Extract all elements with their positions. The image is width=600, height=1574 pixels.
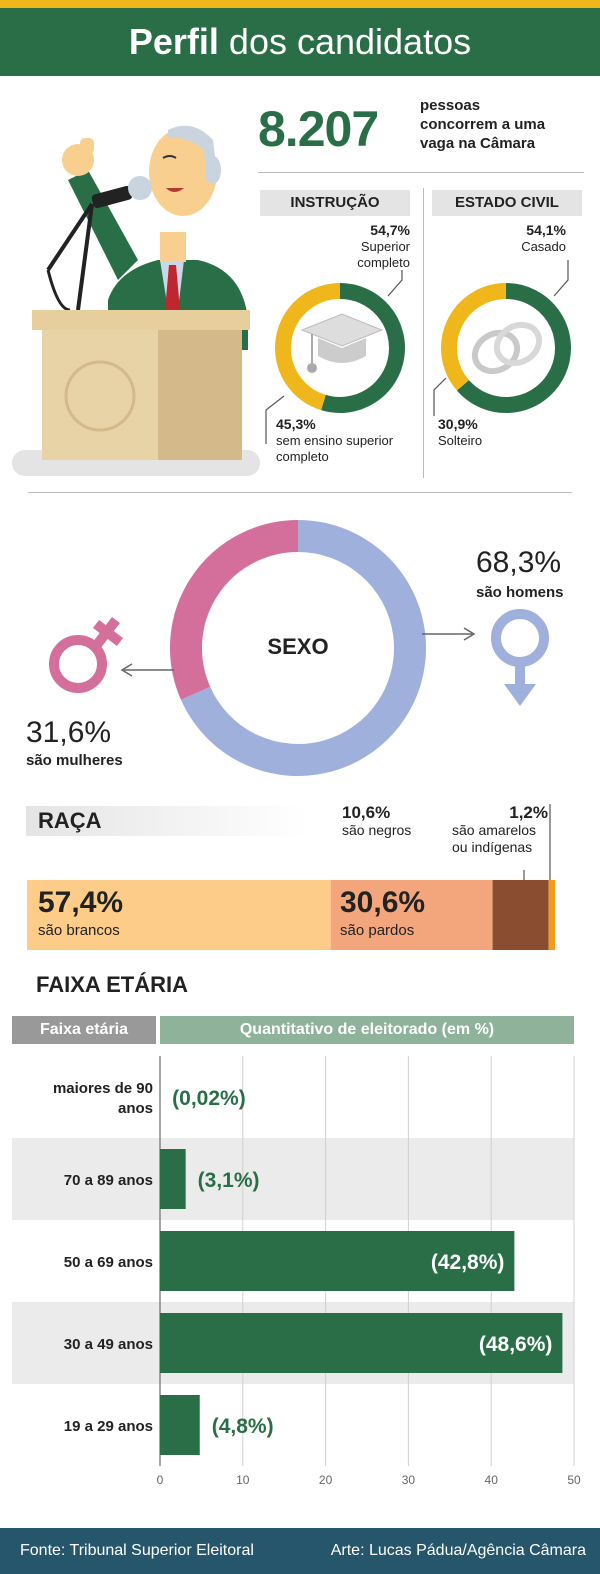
arrow-to-male [422,627,476,641]
page-title: Perfil dos candidatos [128,21,472,62]
x-tick-label: 30 [402,1473,416,1487]
donut-slice-homens [180,520,426,776]
male-symbol-icon [491,609,549,706]
donut-slice-solteiro [441,283,507,391]
category-label: 19 a 29 anos [64,1418,153,1435]
data-label: (48,6%) [479,1333,553,1356]
raca-negros-label: 10,6% são negros [342,803,412,838]
raca-segment-1 [330,880,493,950]
category-label: 70 a 89 anos [64,1172,153,1189]
data-label: (3,1%) [198,1169,260,1192]
column-divider [423,188,424,478]
raca-title: RAÇA [26,806,306,836]
divider [28,492,572,493]
bar [160,1149,186,1209]
age-bar-chart: 0 10 20 30 40 50 maiores de 90 anos (0,02%) 70 a … [12,1056,581,1487]
footer-credit: Arte: Lucas Pádua/Agência Câmara [330,1542,586,1559]
header-banner: Perfil dos candidatos [0,8,600,76]
bar [160,1313,563,1373]
homens-label: são homens [476,584,564,601]
estado-civil-solteiro-label: 30,9% Solteiro [438,416,483,448]
x-tick-label: 40 [485,1473,499,1487]
raca-segment-3 [548,880,555,950]
homens-pct: 68,3% [476,546,562,579]
instrucao-superior-label: 54,7% Superior completo [357,222,410,270]
x-tick-label: 50 [567,1473,581,1487]
instrucao-donut [275,283,405,413]
raca-brancos-pct: 57,4% [38,886,124,919]
graduation-cap-icon [300,313,384,373]
data-label: (42,8%) [431,1251,505,1274]
instrucao-title: INSTRUÇÃO [260,190,410,216]
donut-slice-sem-superior [275,283,341,411]
col-head-faixa: Faixa etária [12,1016,156,1044]
category-label: 50 a 69 anos [64,1254,153,1271]
female-symbol-icon [49,616,123,693]
instrucao-sem-superior-label: 45,3% sem ensino superior completo [276,416,394,464]
divider [258,172,584,173]
arrow-to-female [120,663,174,677]
sexo-donut: SEXO [170,520,426,776]
estado-civil-casado-label: 54,1% Casado [521,222,566,254]
x-tick-label: 20 [319,1473,333,1487]
col-head-quantitativo: Quantitativo de eleitorado (em %) [160,1016,574,1044]
data-label: (0,02%) [172,1087,246,1110]
x-tick-label: 10 [236,1473,250,1487]
category-label: maiores de 90 [53,1080,153,1097]
raca-amarelos-label: 1,2% são amarelos ou indígenas [452,803,548,855]
raca-segment-0 [27,880,331,950]
mulheres-label: são mulheres [26,752,123,769]
raca-segment-2 [492,880,549,950]
bar [160,1395,200,1455]
raca-brancos-label: são brancos [38,922,120,939]
candidates-caption: pessoas concorrem a uma vaga na Câmara [420,97,546,152]
faixa-etaria-title: FAIXA ETÁRIA [36,972,188,997]
candidates-count: 8.207 [258,101,379,157]
donut-slice-mulheres [170,520,299,700]
row-band [12,1138,574,1220]
wedding-rings-icon [471,321,543,375]
estado-civil-donut [441,283,571,413]
data-label: (4,8%) [212,1415,274,1438]
category-label: anos [118,1100,153,1117]
bar [160,1231,515,1291]
estado-civil-title: ESTADO CIVIL [432,190,582,216]
category-label: 30 a 49 anos [64,1336,153,1353]
donut-slice-casado [456,283,571,413]
donut-slice-superior [321,283,405,413]
mulheres-pct: 31,6% [26,716,112,749]
footer-source: Fonte: Tribunal Superior Eleitoral [20,1542,254,1559]
speaker-at-podium-icon [12,125,260,476]
top-stripe [0,0,600,8]
footer: Fonte: Tribunal Superior Eleitoral Arte:… [0,1528,600,1574]
x-tick-label: 0 [157,1473,164,1487]
raca-pardos-label: são pardos [340,922,415,939]
raca-pardos-pct: 30,6% [340,886,426,919]
raca-stacked-bar [27,880,555,950]
sexo-title: SEXO [267,634,328,659]
